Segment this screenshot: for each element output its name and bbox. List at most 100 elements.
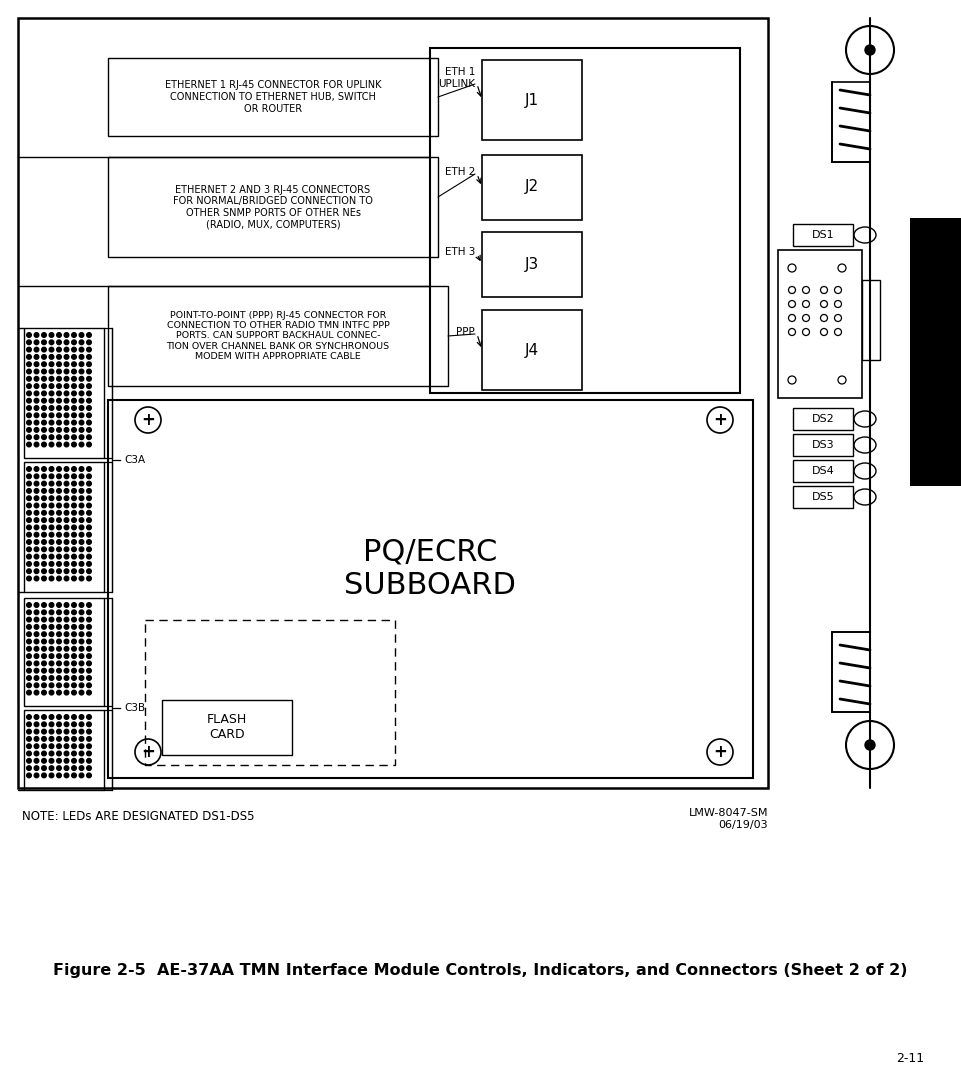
Circle shape (79, 653, 84, 659)
Circle shape (72, 737, 76, 741)
Circle shape (27, 766, 32, 770)
Circle shape (41, 474, 46, 478)
Circle shape (86, 618, 91, 622)
Circle shape (35, 766, 38, 770)
Circle shape (57, 773, 62, 778)
Text: J3: J3 (525, 256, 539, 271)
Circle shape (79, 406, 84, 410)
Circle shape (35, 474, 38, 478)
Circle shape (35, 554, 38, 559)
Circle shape (41, 690, 46, 694)
Circle shape (64, 540, 69, 544)
Circle shape (41, 723, 46, 727)
Circle shape (86, 661, 91, 665)
Circle shape (35, 406, 38, 410)
Circle shape (41, 428, 46, 432)
Circle shape (57, 683, 62, 688)
Circle shape (72, 676, 76, 680)
Circle shape (86, 744, 91, 748)
Circle shape (72, 554, 76, 559)
Circle shape (86, 428, 91, 432)
Bar (145, 620, 395, 765)
Text: DS5: DS5 (812, 492, 834, 502)
Circle shape (49, 715, 54, 719)
Text: POINT-TO-POINT (PPP) RJ-45 CONNECTOR FOR
CONNECTION TO OTHER RADIO TMN INTFC PPP: POINT-TO-POINT (PPP) RJ-45 CONNECTOR FOR… (166, 311, 389, 362)
Circle shape (41, 540, 46, 544)
Text: Figure 2-5  AE-37AA TMN Interface Module Controls, Indicators, and Connectors (S: Figure 2-5 AE-37AA TMN Interface Module … (53, 962, 907, 977)
Circle shape (49, 391, 54, 395)
Circle shape (79, 610, 84, 615)
Circle shape (57, 333, 62, 337)
Circle shape (64, 435, 69, 440)
Circle shape (35, 442, 38, 447)
Circle shape (86, 683, 91, 688)
Circle shape (86, 577, 91, 581)
Circle shape (86, 653, 91, 659)
Circle shape (57, 511, 62, 515)
Circle shape (64, 577, 69, 581)
Text: J4: J4 (525, 342, 539, 357)
Circle shape (64, 340, 69, 345)
Circle shape (27, 758, 32, 764)
Circle shape (64, 399, 69, 403)
Circle shape (41, 752, 46, 756)
Circle shape (79, 546, 84, 552)
Circle shape (57, 632, 62, 636)
Circle shape (35, 773, 38, 778)
Circle shape (86, 420, 91, 424)
Circle shape (72, 435, 76, 440)
Text: +: + (713, 411, 727, 429)
Circle shape (57, 496, 62, 500)
Circle shape (86, 723, 91, 727)
Circle shape (72, 683, 76, 688)
Circle shape (41, 413, 46, 418)
Circle shape (86, 729, 91, 734)
Circle shape (35, 540, 38, 544)
Circle shape (35, 669, 38, 673)
Circle shape (64, 737, 69, 741)
Circle shape (27, 348, 32, 352)
Circle shape (79, 669, 84, 673)
Circle shape (41, 377, 46, 381)
Circle shape (27, 669, 32, 673)
Text: ETHERNET 1 RJ-45 CONNECTOR FOR UPLINK
CONNECTION TO ETHERNET HUB, SWITCH
OR ROUT: ETHERNET 1 RJ-45 CONNECTOR FOR UPLINK CO… (164, 80, 382, 113)
Circle shape (57, 467, 62, 471)
Circle shape (57, 532, 62, 537)
Circle shape (57, 540, 62, 544)
Circle shape (41, 435, 46, 440)
Circle shape (41, 420, 46, 424)
Circle shape (79, 503, 84, 508)
Circle shape (35, 569, 38, 573)
Circle shape (49, 773, 54, 778)
Circle shape (64, 377, 69, 381)
Circle shape (57, 554, 62, 559)
Bar (24, 328, 104, 458)
Circle shape (41, 503, 46, 508)
Circle shape (86, 562, 91, 566)
Circle shape (79, 639, 84, 644)
Circle shape (79, 737, 84, 741)
Circle shape (64, 624, 69, 630)
Circle shape (27, 729, 32, 734)
Circle shape (49, 467, 54, 471)
Circle shape (72, 496, 76, 500)
Circle shape (79, 624, 84, 630)
Circle shape (86, 383, 91, 389)
Circle shape (86, 554, 91, 559)
Circle shape (64, 442, 69, 447)
Circle shape (57, 639, 62, 644)
Circle shape (27, 632, 32, 636)
Circle shape (72, 488, 76, 494)
Circle shape (27, 532, 32, 537)
Text: +: + (713, 743, 727, 761)
Circle shape (79, 729, 84, 734)
Circle shape (79, 474, 84, 478)
Circle shape (49, 369, 54, 374)
Circle shape (72, 661, 76, 665)
Circle shape (57, 752, 62, 756)
Circle shape (72, 525, 76, 529)
Circle shape (27, 653, 32, 659)
Circle shape (57, 340, 62, 345)
Circle shape (72, 383, 76, 389)
Circle shape (86, 647, 91, 651)
